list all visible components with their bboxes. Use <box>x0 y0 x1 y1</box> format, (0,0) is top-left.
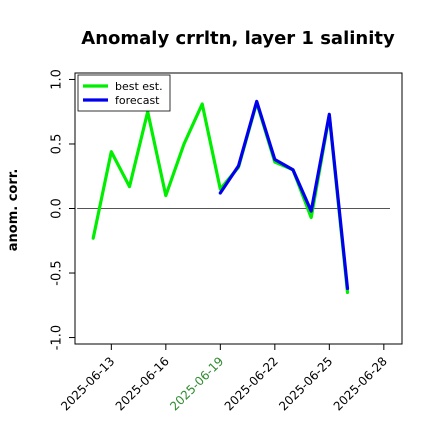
series-line-1 <box>218 99 350 291</box>
legend: best est.forecast <box>77 74 171 112</box>
series-layer <box>91 99 350 294</box>
x-tick-label: 2025-06-25 <box>276 354 335 413</box>
x-tick-label: 2025-06-19 <box>167 354 226 413</box>
legend-label: best est. <box>115 80 163 93</box>
y-axis: -1.0 -0.5 0.0 0.5 1.0 <box>50 69 75 350</box>
legend-box <box>77 74 171 112</box>
y-tick-label: -1.0 <box>50 325 65 350</box>
y-tick-label: -0.5 <box>50 260 65 285</box>
x-tick-label: 2025-06-13 <box>58 354 117 413</box>
legend-label: forecast <box>115 94 160 107</box>
y-tick-label: 1.0 <box>50 69 65 90</box>
chart-title: Anomaly crrltn, layer 1 salinity <box>81 28 395 49</box>
x-tick-label: 2025-06-22 <box>222 354 281 413</box>
y-tick-label: 0.5 <box>50 134 65 155</box>
x-tick-label: 2025-06-16 <box>113 354 172 413</box>
y-tick-label: 0.0 <box>50 198 65 219</box>
y-axis-label: anom. corr. <box>6 169 21 252</box>
series-line-0 <box>91 101 350 294</box>
x-axis: 2025-06-132025-06-162025-06-192025-06-22… <box>58 344 390 413</box>
x-tick-label: 2025-06-28 <box>331 354 390 413</box>
